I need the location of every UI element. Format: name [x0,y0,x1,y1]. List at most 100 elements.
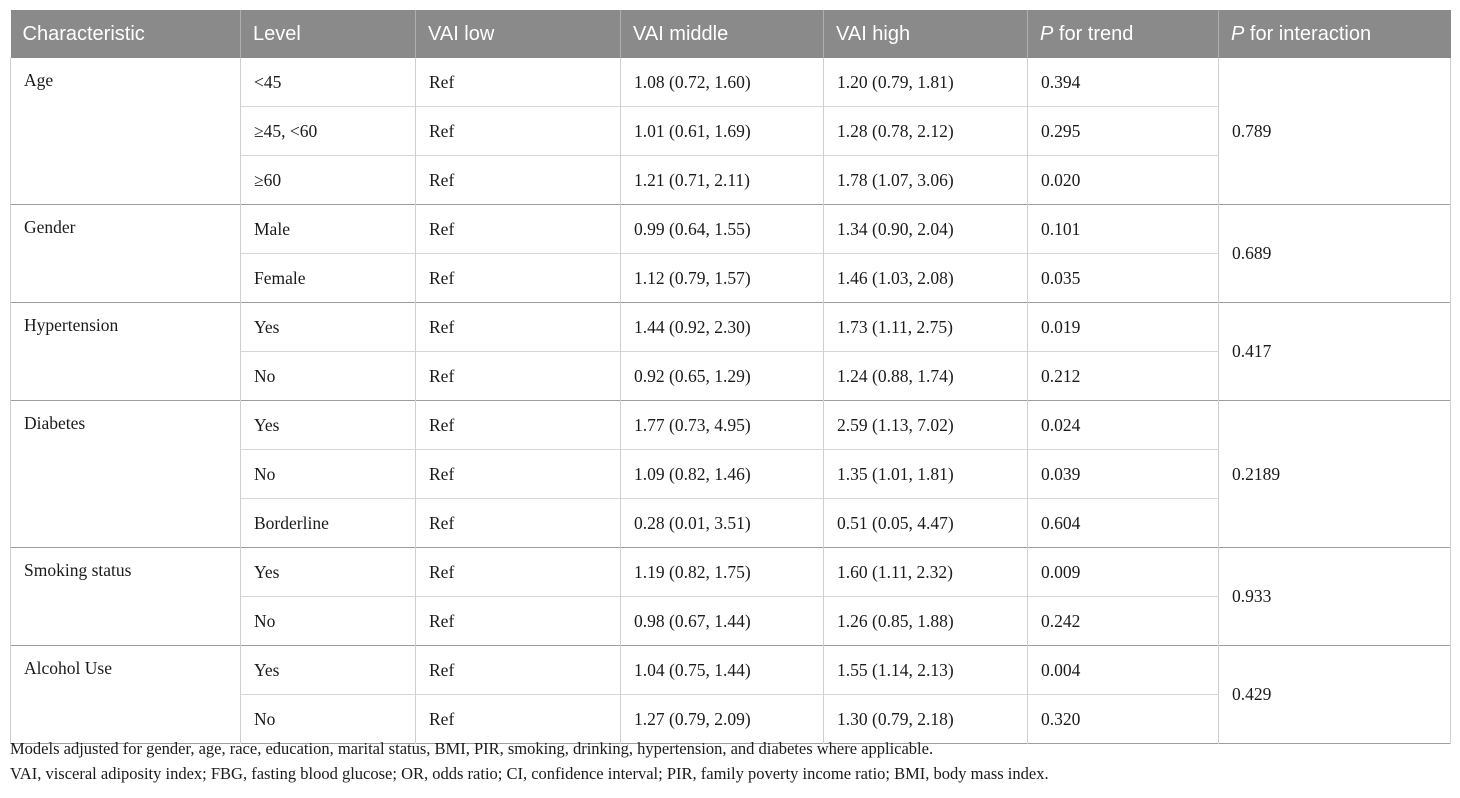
p-trend-cell: 0.004 [1027,645,1219,695]
vai-low-cell: Ref [415,547,621,597]
p-interaction-cell-hypertension: 0.417 [1218,302,1451,401]
vai-low-cell: Ref [415,204,621,254]
vai-high-cell: 1.60 (1.11, 2.32) [823,547,1028,597]
p-trend-cell: 0.101 [1027,204,1219,254]
characteristic-cell-alcohol-use: Alcohol Use [10,645,241,744]
vai-middle-cell: 0.99 (0.64, 1.55) [620,204,824,254]
col-header-level: Level [240,10,416,58]
vai-low-cell: Ref [415,302,621,352]
characteristic-cell-smoking-status: Smoking status [10,547,241,646]
p-interaction-cell-gender: 0.689 [1218,204,1451,303]
vai-middle-cell: 1.21 (0.71, 2.11) [620,155,824,205]
level-cell: <45 [240,58,416,107]
p-trend-cell: 0.242 [1027,596,1219,646]
vai-middle-cell: 1.12 (0.79, 1.57) [620,253,824,303]
table-row-diabetes-yes: Diabetes Yes Ref 1.77 (0.73, 4.95) 2.59 (1.1… [10,400,1451,548]
level-cell: Female [240,253,416,303]
level-cell: ≥45, <60 [240,106,416,156]
characteristic-cell-gender: Gender [10,204,241,303]
level-cell: Yes [240,645,416,695]
vai-high-cell: 1.20 (0.79, 1.81) [823,58,1028,107]
vai-high-cell: 1.34 (0.90, 2.04) [823,204,1028,254]
vai-low-cell: Ref [415,645,621,695]
vai-low-cell: Ref [415,253,621,303]
vai-middle-cell: 1.27 (0.79, 2.09) [620,694,824,744]
table-row-smoking-status-yes: Smoking status Yes Ref 1.19 (0.82, 1.75) 1.6… [10,547,1451,646]
vai-high-cell: 1.46 (1.03, 2.08) [823,253,1028,303]
table-row-hypertension-yes: Hypertension Yes Ref 1.44 (0.92, 2.30) 1.73 … [10,302,1451,401]
p-trend-cell: 0.035 [1027,253,1219,303]
italic-p-label: P [1231,22,1245,45]
col-header-vai-high: VAI high [823,10,1028,58]
vai-middle-cell: 1.44 (0.92, 2.30) [620,302,824,352]
vai-high-cell: 1.24 (0.88, 1.74) [823,351,1028,401]
col-header-p-for-interaction: P for interaction [1218,10,1451,58]
level-cell: ≥60 [240,155,416,205]
p-trend-cell: 0.212 [1027,351,1219,401]
vai-middle-cell: 1.09 (0.82, 1.46) [620,449,824,499]
vai-high-cell: 1.55 (1.14, 2.13) [823,645,1028,695]
level-cell: Yes [240,302,416,352]
table-row-age-45: Age <45 Ref 1.08 (0.72, 1.60) 1.20 (0.79, 1.… [10,58,1451,205]
p-trend-cell: 0.020 [1027,155,1219,205]
vai-high-cell: 1.35 (1.01, 1.81) [823,449,1028,499]
characteristic-cell-hypertension: Hypertension [10,302,241,401]
vai-low-cell: Ref [415,596,621,646]
col-header-vai-low: VAI low [415,10,621,58]
vai-high-cell: 1.30 (0.79, 2.18) [823,694,1028,744]
vai-middle-cell: 0.98 (0.67, 1.44) [620,596,824,646]
results-table-container: Characteristic Level VAI low VAI middle VAI … [10,10,1451,744]
vai-low-cell: Ref [415,400,621,450]
col-header-characteristic: Characteristic [10,10,241,58]
vai-middle-cell: 1.04 (0.75, 1.44) [620,645,824,695]
level-cell: No [240,449,416,499]
vai-middle-cell: 0.92 (0.65, 1.29) [620,351,824,401]
footnote-abbreviations: VAI, visceral adiposity index; FBG, fast… [10,764,1049,783]
vai-low-cell: Ref [415,155,621,205]
table-row-diabetes-no: No Ref 1.09 (0.82, 1.46) 1.35 (1.01, 1.81) 0… [11,449,1451,499]
table-row-age-45-60: ≥45, <60 Ref 1.01 (0.61, 1.69) 1.28 (0.78, … [11,106,1451,156]
italic-p-label: P [1040,22,1054,45]
p-interaction-cell-alcohol-use: 0.429 [1218,645,1451,744]
footnote-models-adjusted: Models adjusted for gender, age, race, e… [10,739,934,758]
table-row-smoking-status-no: No Ref 0.98 (0.67, 1.44) 1.26 (0.85, 1.88) 0… [11,596,1451,646]
level-cell: Male [240,204,416,254]
p-interaction-cell-diabetes: 0.2189 [1218,400,1451,548]
p-trend-cell: 0.009 [1027,547,1219,597]
header-row: Characteristic Level VAI low VAI middle VAI … [10,10,1451,58]
vai-low-cell: Ref [415,498,621,548]
vai-middle-cell: 1.77 (0.73, 4.95) [620,400,824,450]
vai-low-cell: Ref [415,58,621,107]
table-row-gender-female: Female Ref 1.12 (0.79, 1.57) 1.46 (1.03, 2.… [11,253,1451,303]
vai-low-cell: Ref [415,694,621,744]
results-table: Characteristic Level VAI low VAI middle VAI … [10,10,1451,744]
vai-low-cell: Ref [415,106,621,156]
vai-high-cell: 1.26 (0.85, 1.88) [823,596,1028,646]
vai-middle-cell: 0.28 (0.01, 3.51) [620,498,824,548]
p-trend-cell: 0.320 [1027,694,1219,744]
table-row-gender-male: Gender Male Ref 0.99 (0.64, 1.55) 1.34 (0.90… [10,204,1451,303]
p-trend-cell: 0.295 [1027,106,1219,156]
table-row-alcohol-use-yes: Alcohol Use Yes Ref 1.04 (0.75, 1.44) 1.55 (… [10,645,1451,744]
p-interaction-cell-age: 0.789 [1218,58,1451,205]
p-interaction-cell-smoking-status: 0.933 [1218,547,1451,646]
vai-high-cell: 1.28 (0.78, 2.12) [823,106,1028,156]
table-row-diabetes-borderline: Borderline Ref 0.28 (0.01, 3.51) 0.51 (0.05… [11,498,1451,548]
vai-high-cell: 0.51 (0.05, 4.47) [823,498,1028,548]
p-trend-cell: 0.024 [1027,400,1219,450]
vai-low-cell: Ref [415,351,621,401]
p-trend-cell: 0.604 [1027,498,1219,548]
table-body: Age <45 Ref 1.08 (0.72, 1.60) 1.20 (0.79, 1.… [10,58,1451,744]
level-cell: No [240,596,416,646]
vai-middle-cell: 1.08 (0.72, 1.60) [620,58,824,107]
level-cell: Borderline [240,498,416,548]
level-cell: No [240,351,416,401]
vai-low-cell: Ref [415,449,621,499]
p-trend-cell: 0.019 [1027,302,1219,352]
level-cell: Yes [240,400,416,450]
col-header-vai-middle: VAI middle [620,10,824,58]
p-trend-cell: 0.039 [1027,449,1219,499]
vai-middle-cell: 1.01 (0.61, 1.69) [620,106,824,156]
characteristic-cell-age: Age [10,58,241,205]
vai-high-cell: 2.59 (1.13, 7.02) [823,400,1028,450]
